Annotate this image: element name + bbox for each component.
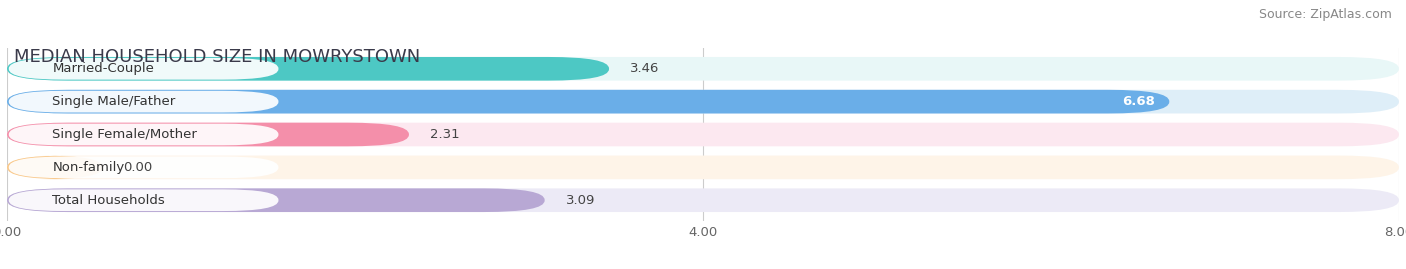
FancyBboxPatch shape xyxy=(7,188,1399,212)
Text: Single Male/Father: Single Male/Father xyxy=(52,95,176,108)
Text: 2.31: 2.31 xyxy=(430,128,460,141)
Text: 6.68: 6.68 xyxy=(1122,95,1156,108)
FancyBboxPatch shape xyxy=(8,157,278,178)
FancyBboxPatch shape xyxy=(7,155,1399,179)
FancyBboxPatch shape xyxy=(7,123,409,146)
FancyBboxPatch shape xyxy=(7,188,544,212)
Text: MEDIAN HOUSEHOLD SIZE IN MOWRYSTOWN: MEDIAN HOUSEHOLD SIZE IN MOWRYSTOWN xyxy=(14,48,420,66)
FancyBboxPatch shape xyxy=(8,189,278,211)
FancyBboxPatch shape xyxy=(7,155,103,179)
FancyBboxPatch shape xyxy=(7,90,1399,114)
FancyBboxPatch shape xyxy=(8,58,278,80)
FancyBboxPatch shape xyxy=(7,57,609,81)
FancyBboxPatch shape xyxy=(7,123,1399,146)
Text: Non-family: Non-family xyxy=(52,161,125,174)
Text: Single Female/Mother: Single Female/Mother xyxy=(52,128,197,141)
Text: Married-Couple: Married-Couple xyxy=(52,62,155,75)
FancyBboxPatch shape xyxy=(8,91,278,112)
FancyBboxPatch shape xyxy=(7,57,1399,81)
Text: Total Households: Total Households xyxy=(52,194,165,207)
FancyBboxPatch shape xyxy=(8,124,278,145)
Text: 3.46: 3.46 xyxy=(630,62,659,75)
Text: 0.00: 0.00 xyxy=(124,161,153,174)
Text: Source: ZipAtlas.com: Source: ZipAtlas.com xyxy=(1258,8,1392,21)
FancyBboxPatch shape xyxy=(7,90,1170,114)
Text: 3.09: 3.09 xyxy=(565,194,595,207)
